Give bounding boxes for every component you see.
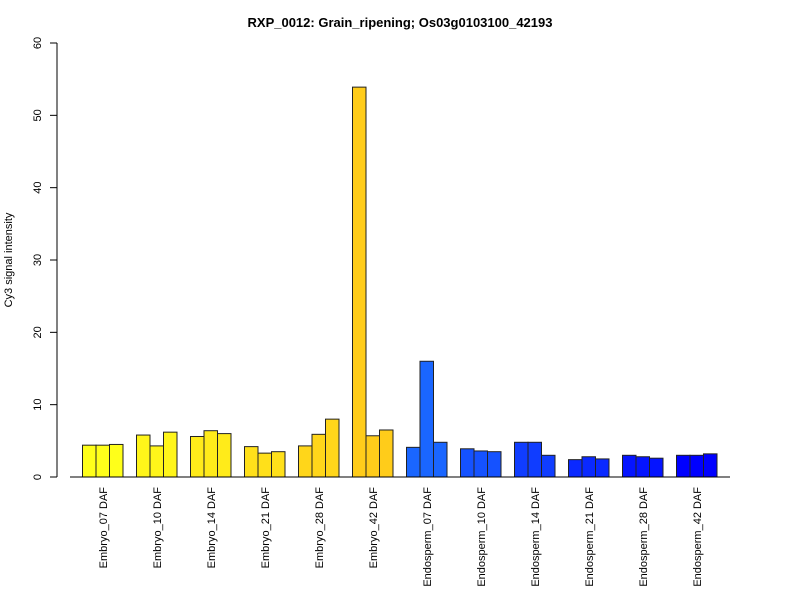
y-tick-label: 50 [32, 109, 44, 121]
bar [406, 446, 421, 478]
bar [487, 451, 502, 478]
bar [217, 433, 232, 478]
bar [676, 454, 691, 478]
x-tick-label: Embryo_28 DAF [314, 487, 326, 569]
x-tick-label: Endosperm_10 DAF [476, 487, 488, 587]
bar [473, 450, 488, 478]
bars [82, 86, 718, 478]
x-tick-label: Embryo_14 DAF [206, 487, 218, 569]
bar [352, 86, 367, 478]
x-tick-label: Embryo_21 DAF [260, 487, 272, 569]
bar [311, 433, 326, 478]
bar [190, 435, 205, 478]
y-tick-label: 10 [32, 399, 44, 411]
y-tick-label: 20 [32, 326, 44, 338]
bar [244, 446, 259, 478]
bar [581, 456, 596, 478]
bar [109, 443, 124, 478]
x-tick-label: Endosperm_14 DAF [530, 487, 542, 587]
x-tick-labels: Embryo_07 DAF Embryo_10 DAF Embryo_14 DAF E… [98, 487, 704, 587]
bar [541, 454, 556, 478]
bar [527, 441, 542, 478]
bar [257, 452, 272, 478]
x-tick-label: Embryo_07 DAF [98, 487, 110, 569]
y-tick-label: 30 [32, 254, 44, 266]
y-tick-label: 60 [32, 37, 44, 49]
x-tick-label: Endosperm_21 DAF [584, 487, 596, 587]
chart-title: RXP_0012: Grain_ripening; Os03g0103100_4… [248, 15, 553, 30]
bar [82, 444, 97, 478]
bar [271, 451, 286, 478]
x-tick-label: Endosperm_42 DAF [692, 487, 704, 587]
bar [622, 454, 637, 478]
bar [514, 441, 529, 478]
bar [379, 429, 394, 478]
x-tick-label: Endosperm_28 DAF [638, 487, 650, 587]
y-axis-label: Cy3 signal intensity [3, 212, 15, 307]
bar [433, 441, 448, 478]
bar [689, 454, 704, 478]
y-tick-label: 40 [32, 182, 44, 194]
bar [635, 456, 650, 478]
bar [163, 431, 178, 478]
bar [595, 458, 610, 478]
bar [703, 453, 718, 478]
bar [136, 434, 151, 478]
bar [149, 445, 164, 478]
y-axis: 0 10 20 30 40 50 60 [32, 37, 58, 480]
bar [95, 444, 110, 478]
bar [460, 448, 475, 478]
y-tick-label: 0 [32, 474, 44, 480]
bar [568, 459, 583, 478]
bar [325, 418, 340, 478]
bar [649, 457, 664, 478]
bar [203, 430, 218, 478]
bar [298, 445, 313, 478]
x-tick-label: Endosperm_07 DAF [422, 487, 434, 587]
x-tick-label: Embryo_42 DAF [368, 487, 380, 569]
bar [419, 360, 434, 478]
x-tick-label: Embryo_10 DAF [152, 487, 164, 569]
bar [365, 435, 380, 478]
